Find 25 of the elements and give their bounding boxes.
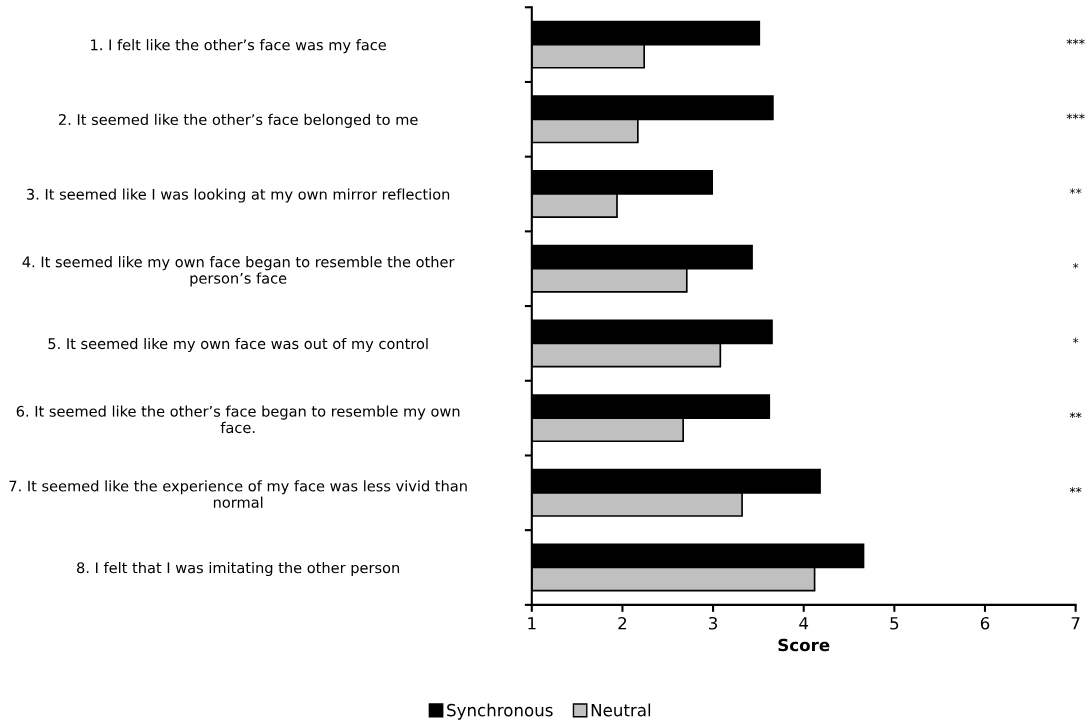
x-tick-label: 6 (980, 616, 990, 630)
y-tick-label: 3. It seemed like I was looking at my own mirror reflection (27, 188, 450, 203)
x-tick-label: 1 (528, 617, 536, 630)
y-tick-label: 1. I felt like the other’s face was my face (91, 39, 386, 54)
legend-label: Neutral (591, 703, 651, 717)
annotation: * (1072, 262, 1079, 269)
annotation: *** (1066, 38, 1085, 45)
y-tick-label: 2. It seemed like the other’s face belonged to me (58, 113, 418, 128)
y-tick-label: 6. It seemed like the other’s face began to resemble my own face. (16, 405, 460, 434)
y-tick-label: 4. It seemed like my own face began to resemble the other person’s face (22, 256, 455, 287)
annotation: *** (1066, 113, 1085, 120)
x-tick-label: 3 (709, 616, 718, 630)
x-tick-label: 7 (1071, 617, 1080, 630)
x-tick-label: 5 (890, 617, 899, 630)
x-tick-label: 2 (618, 616, 627, 630)
y-tick-label: 7. It seemed like the experience of my face was less vivid than normal (9, 480, 467, 508)
x-axis-title: Score (778, 638, 830, 652)
y-tick-label: 5. It seemed like my own face was out of my control (48, 337, 428, 352)
x-tick-label: 4 (799, 617, 809, 630)
legend-label: Synchronous (447, 703, 553, 720)
annotation: ** (1069, 412, 1082, 418)
annotation: * (1072, 337, 1079, 344)
annotation: ** (1069, 486, 1082, 493)
annotation: ** (1069, 188, 1082, 194)
y-tick-label: 8. I felt that I was imitating the other person (77, 561, 400, 577)
